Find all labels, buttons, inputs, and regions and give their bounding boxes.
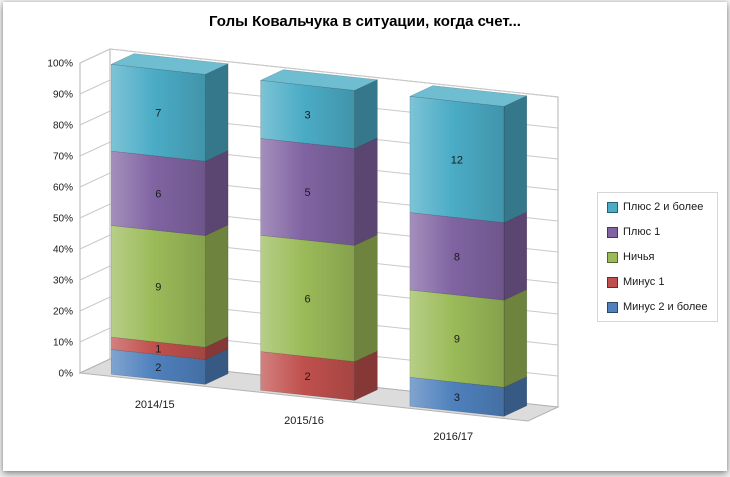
legend-item: Плюс 2 и более — [607, 201, 708, 213]
bar-top-face — [259, 69, 379, 91]
y-tick-label: 90% — [53, 90, 73, 101]
y-tick-label: 60% — [53, 183, 73, 194]
legend-swatch-icon — [607, 301, 618, 313]
legend-label: Плюс 2 и более — [623, 201, 704, 213]
y-tick-label: 40% — [53, 245, 73, 256]
y-tick-label: 10% — [53, 338, 73, 349]
bar-top-face — [110, 53, 230, 75]
data-label: 6 — [305, 293, 311, 305]
gridline — [79, 234, 559, 284]
data-label: 7 — [155, 108, 161, 120]
data-label: 12 — [451, 154, 463, 166]
data-label: 5 — [305, 187, 311, 199]
y-tick-label: 50% — [53, 214, 73, 225]
gridline — [79, 48, 559, 98]
y-tick-label: 30% — [53, 276, 73, 287]
y-tick-label: 70% — [53, 152, 73, 163]
legend-swatch-icon — [607, 251, 618, 263]
y-tick-label: 20% — [53, 307, 73, 318]
gridline — [79, 203, 559, 253]
category-label: 2015/16 — [284, 415, 324, 427]
bar-segment-side — [205, 224, 229, 348]
bar-segment-side — [503, 289, 528, 388]
bar-segment-side — [503, 95, 528, 223]
gridline — [79, 110, 559, 160]
legend-label: Минус 2 и более — [623, 301, 708, 313]
category-label: 2016/17 — [433, 431, 473, 443]
data-label: 1 — [155, 343, 161, 355]
data-label: 3 — [305, 109, 311, 121]
data-label: 9 — [454, 334, 460, 346]
legend-swatch-icon — [607, 276, 618, 288]
y-tick-label: 80% — [53, 121, 73, 132]
legend-label: Плюс 1 — [623, 226, 661, 238]
bar-segment-side — [205, 63, 229, 162]
legend-swatch-icon — [607, 226, 618, 238]
bar-segment-side — [205, 150, 229, 236]
gridline — [79, 79, 559, 129]
gridline — [79, 265, 559, 315]
gridline — [79, 327, 559, 377]
data-label: 2 — [155, 362, 161, 374]
bar-segment-side — [503, 211, 528, 301]
legend-item: Минус 2 и более — [607, 301, 708, 313]
legend-swatch-icon — [607, 201, 618, 213]
data-label: 8 — [454, 251, 460, 263]
bar-segment-side — [354, 137, 378, 246]
legend: Плюс 2 и более Плюс 1 Ничья Минус 1 Минус 2 … — [597, 192, 718, 322]
category-label: 2014/15 — [135, 399, 175, 411]
gridline — [79, 172, 559, 222]
legend-item: Минус 1 — [607, 276, 708, 288]
legend-label: Минус 1 — [623, 276, 665, 288]
legend-item: Плюс 1 — [607, 226, 708, 238]
data-label: 3 — [454, 392, 460, 404]
chart-title: Голы Ковальчука в ситуации, когда счет..… — [209, 13, 521, 30]
bar-top-face — [408, 85, 528, 107]
y-tick-label: 100% — [47, 59, 73, 70]
legend-item: Ничья — [607, 251, 708, 263]
data-label: 2 — [305, 371, 311, 383]
legend-label: Ничья — [623, 251, 655, 263]
data-label: 9 — [155, 281, 161, 293]
gridline — [79, 141, 559, 191]
bar-segment-side — [354, 79, 378, 149]
bar-segment-side — [354, 234, 378, 362]
y-tick-label: 0% — [59, 369, 74, 380]
gridline — [79, 296, 559, 346]
data-label: 6 — [155, 188, 161, 200]
